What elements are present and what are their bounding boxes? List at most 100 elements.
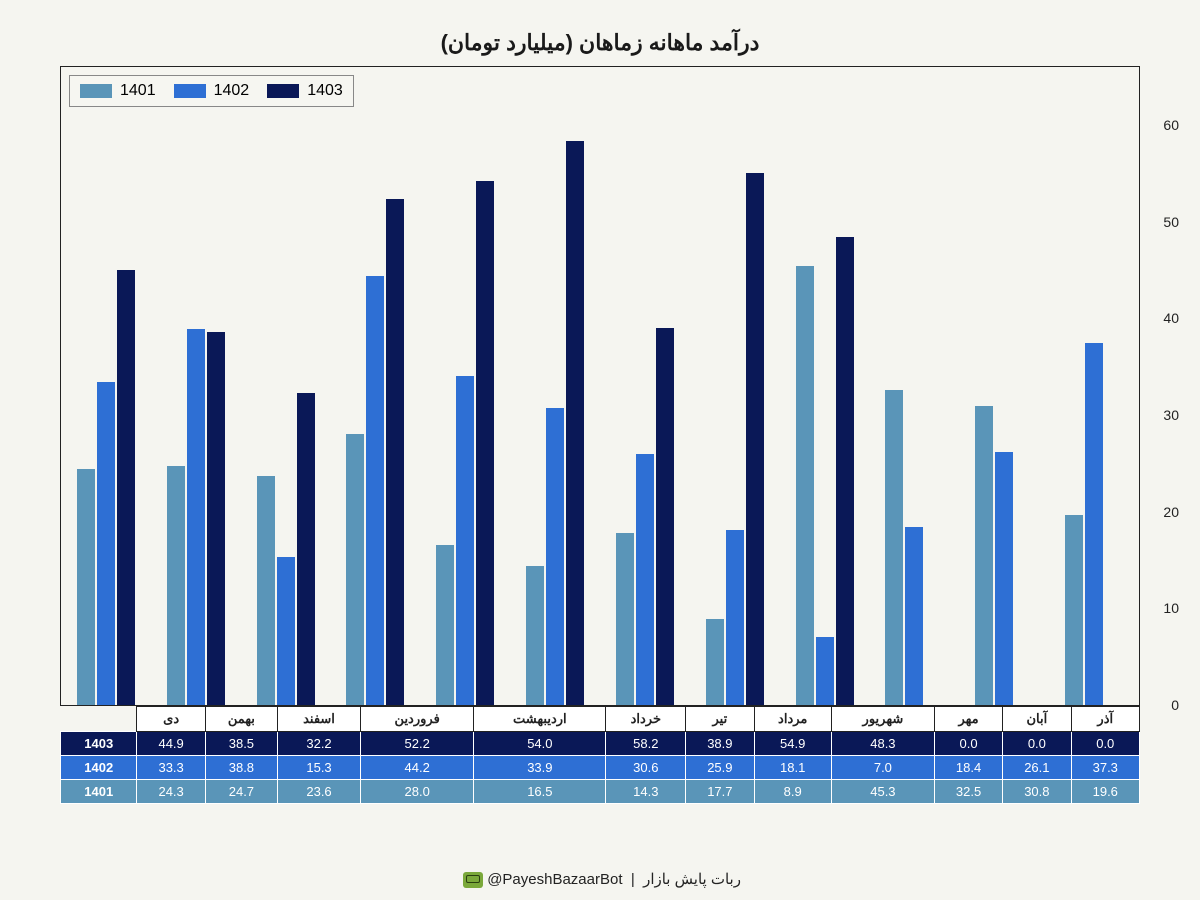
month-group bbox=[600, 67, 690, 705]
table-cell: 15.3 bbox=[278, 756, 361, 780]
bar bbox=[746, 173, 764, 705]
table-cell: 58.2 bbox=[606, 732, 686, 756]
table-cell: 38.5 bbox=[205, 732, 277, 756]
footer-bot-label: ربات پایش بازار bbox=[643, 871, 741, 888]
month-group bbox=[330, 67, 420, 705]
bar bbox=[816, 637, 834, 705]
bar bbox=[476, 181, 494, 705]
y-tick: 10 bbox=[1163, 600, 1179, 616]
table-cell: 28.0 bbox=[361, 780, 474, 804]
table-cell: 30.8 bbox=[1003, 780, 1071, 804]
bar bbox=[346, 434, 364, 706]
y-tick: 50 bbox=[1163, 214, 1179, 230]
month-group bbox=[510, 67, 600, 705]
table-month-header: بهمن bbox=[205, 707, 277, 732]
table-cell: 23.6 bbox=[278, 780, 361, 804]
bar bbox=[885, 390, 903, 705]
bar bbox=[297, 393, 315, 705]
bar bbox=[656, 328, 674, 705]
table-month-header: مهر bbox=[934, 707, 1002, 732]
table-cell: 38.9 bbox=[686, 732, 754, 756]
bar bbox=[97, 382, 115, 705]
y-tick: 40 bbox=[1163, 310, 1179, 326]
bar bbox=[366, 276, 384, 705]
bar bbox=[167, 466, 185, 706]
table-cell: 32.5 bbox=[934, 780, 1002, 804]
table-cell: 7.0 bbox=[831, 756, 934, 780]
y-tick: 0 bbox=[1171, 697, 1179, 713]
table-month-header: مرداد bbox=[754, 707, 831, 732]
table-month-header: دی bbox=[137, 707, 205, 732]
month-group bbox=[1049, 67, 1139, 705]
bot-icon bbox=[463, 872, 483, 888]
table-cell: 54.9 bbox=[754, 732, 831, 756]
table-month-header: شهریور bbox=[831, 707, 934, 732]
legend-label: 1401 bbox=[120, 82, 156, 100]
table-row-header: 1402 bbox=[61, 756, 137, 780]
table-cell: 0.0 bbox=[934, 732, 1002, 756]
bar bbox=[546, 408, 564, 705]
table-cell: 38.8 bbox=[205, 756, 277, 780]
bar bbox=[77, 469, 95, 705]
month-group bbox=[690, 67, 780, 705]
plot-area: 1401 1402 1403 0102030405060 bbox=[60, 66, 1140, 706]
bar bbox=[117, 270, 135, 705]
table-cell: 33.3 bbox=[137, 756, 205, 780]
table-cell: 44.2 bbox=[361, 756, 474, 780]
table-cell: 45.3 bbox=[831, 780, 934, 804]
bar bbox=[566, 141, 584, 705]
table-month-header: آذر bbox=[1071, 707, 1139, 732]
legend-label: 1403 bbox=[307, 82, 343, 100]
table-row: 140344.938.532.252.254.058.238.954.948.3… bbox=[61, 732, 1140, 756]
table-month-header: تیر bbox=[686, 707, 754, 732]
table-month-header: خرداد bbox=[606, 707, 686, 732]
month-group bbox=[241, 67, 331, 705]
bar bbox=[1065, 515, 1083, 705]
footer: ربات پایش بازار | @PayeshBazaarBot bbox=[0, 870, 1200, 888]
table-cell: 18.4 bbox=[934, 756, 1002, 780]
table-month-header: اسفند bbox=[278, 707, 361, 732]
y-tick: 20 bbox=[1163, 504, 1179, 520]
month-group bbox=[61, 67, 151, 705]
month-group bbox=[959, 67, 1049, 705]
bar bbox=[905, 527, 923, 705]
table-cell: 26.1 bbox=[1003, 756, 1071, 780]
table-cell: 44.9 bbox=[137, 732, 205, 756]
bar bbox=[386, 199, 404, 705]
y-tick: 60 bbox=[1163, 117, 1179, 133]
legend-item-1401: 1401 bbox=[80, 82, 156, 100]
table-corner bbox=[61, 707, 137, 732]
bar bbox=[726, 530, 744, 706]
table-cell: 24.7 bbox=[205, 780, 277, 804]
bar bbox=[277, 557, 295, 705]
table-cell: 17.7 bbox=[686, 780, 754, 804]
bar bbox=[636, 454, 654, 705]
bar bbox=[796, 266, 814, 705]
table-cell: 52.2 bbox=[361, 732, 474, 756]
table-cell: 48.3 bbox=[831, 732, 934, 756]
chart-title: درآمد ماهانه زماهان (میلیارد تومان) bbox=[50, 30, 1150, 56]
bar bbox=[706, 619, 724, 705]
table-cell: 14.3 bbox=[606, 780, 686, 804]
footer-bot-handle: @PayeshBazaarBot bbox=[487, 871, 622, 888]
table-cell: 16.5 bbox=[474, 780, 606, 804]
bar bbox=[975, 406, 993, 705]
footer-separator: | bbox=[623, 871, 639, 888]
table-month-header: فروردین bbox=[361, 707, 474, 732]
month-group bbox=[420, 67, 510, 705]
month-group bbox=[869, 67, 959, 705]
legend-item-1402: 1402 bbox=[174, 82, 250, 100]
table-cell: 18.1 bbox=[754, 756, 831, 780]
table-row-header: 1401 bbox=[61, 780, 137, 804]
y-axis: 0102030405060 bbox=[1144, 67, 1179, 705]
legend-label: 1402 bbox=[214, 82, 250, 100]
table-row: 140233.338.815.344.233.930.625.918.17.01… bbox=[61, 756, 1140, 780]
table-cell: 37.3 bbox=[1071, 756, 1139, 780]
y-tick: 30 bbox=[1163, 407, 1179, 423]
bar bbox=[1085, 343, 1103, 705]
data-table: دیبهمناسفندفروردیناردیبهشتخردادتیرمردادش… bbox=[60, 706, 1140, 804]
legend-swatch bbox=[267, 84, 299, 98]
table-cell: 0.0 bbox=[1003, 732, 1071, 756]
table-cell: 19.6 bbox=[1071, 780, 1139, 804]
bar bbox=[836, 237, 854, 705]
